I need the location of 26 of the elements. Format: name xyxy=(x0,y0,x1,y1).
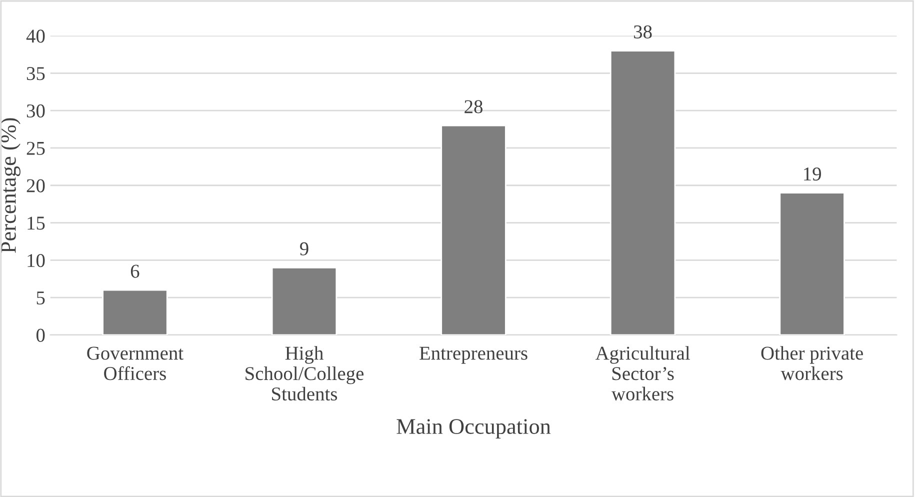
bar xyxy=(610,50,676,335)
data-label: 6 xyxy=(130,264,140,278)
x-axis-title: Main Occupation xyxy=(396,419,551,439)
y-tick-label: 40 xyxy=(26,30,45,43)
x-tick-label: High School/College Students xyxy=(246,346,364,401)
x-tick-label: Government Officers xyxy=(87,346,184,380)
y-tick-label: 30 xyxy=(26,104,45,118)
y-tick-label: 10 xyxy=(28,254,45,268)
bar xyxy=(779,192,845,335)
x-tick-label: Entrepreneurs xyxy=(420,346,528,364)
data-label: 19 xyxy=(804,168,821,181)
bar xyxy=(440,124,506,335)
x-tick-label: Other private workers xyxy=(761,346,863,380)
data-label: 28 xyxy=(464,100,482,114)
y-tick-label: 35 xyxy=(26,67,45,80)
y-tick-label: 15 xyxy=(28,216,45,230)
y-tick-label: 20 xyxy=(26,179,45,192)
x-tick-label: Agricultural Sector’s workers xyxy=(595,346,690,400)
y-tick-label: 0 xyxy=(36,328,45,342)
data-label: 38 xyxy=(634,25,652,38)
bar xyxy=(102,289,168,335)
y-tick-label: 25 xyxy=(26,142,45,155)
data-label: 9 xyxy=(300,242,308,256)
y-tick-label: 5 xyxy=(36,292,45,305)
y-axis-title: Percentage (%) xyxy=(0,118,20,253)
bar xyxy=(271,266,338,335)
